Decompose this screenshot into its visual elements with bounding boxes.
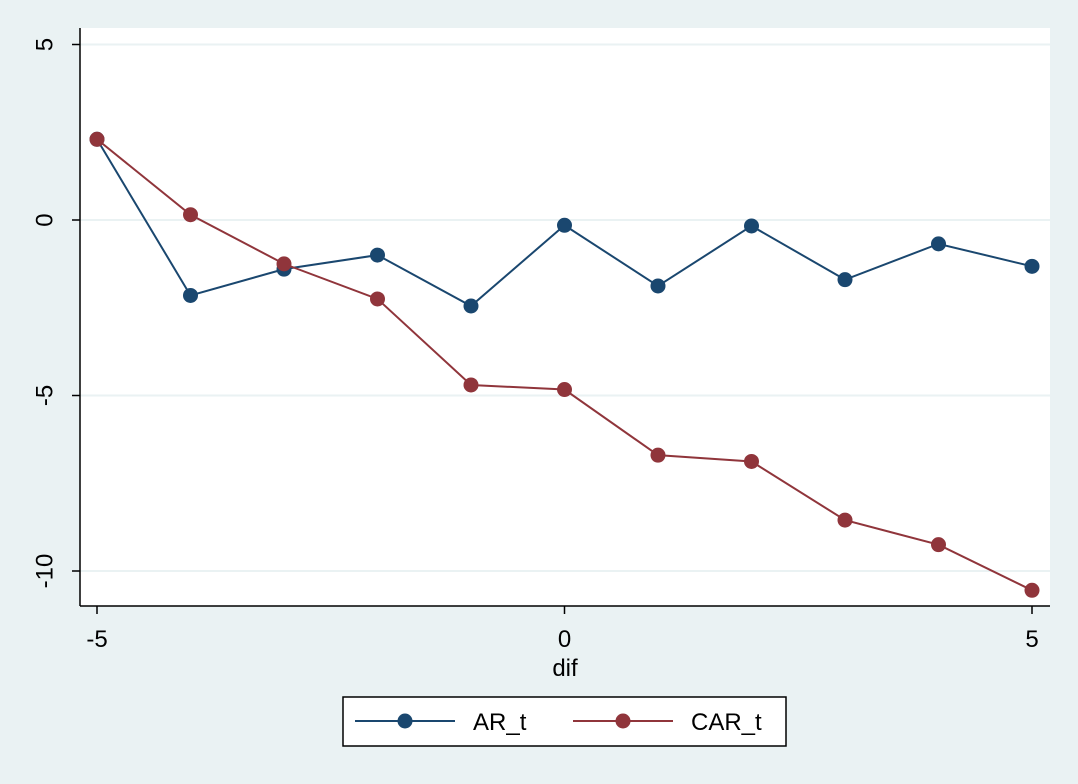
- legend-label: CAR_t: [691, 709, 762, 736]
- x-tick-label: 0: [558, 626, 571, 653]
- legend-item: CAR_t: [573, 709, 762, 736]
- data-point: [1024, 582, 1040, 598]
- data-point: [370, 247, 385, 263]
- x-ticks: -5 0 5: [86, 606, 1039, 653]
- data-point: [89, 131, 105, 147]
- x-tick-label: -5: [86, 626, 107, 653]
- data-point: [557, 382, 572, 398]
- y-tick-label: -10: [31, 554, 58, 589]
- data-point: [650, 447, 666, 463]
- legend-marker: [615, 713, 631, 729]
- data-point: [370, 291, 385, 307]
- legend-label: AR_t: [473, 709, 527, 736]
- x-tick-label: 5: [1025, 626, 1038, 653]
- data-point: [837, 512, 853, 528]
- data-point: [1024, 258, 1040, 274]
- legend-item: AR_t: [355, 709, 527, 736]
- series-CAR_t: [89, 131, 1040, 598]
- data-point: [744, 218, 759, 234]
- data-point: [463, 377, 479, 393]
- data-point: [276, 256, 292, 272]
- y-tick-label: 0: [31, 213, 58, 226]
- y-tick-label: -5: [31, 385, 58, 406]
- y-ticks: 5 0 -5 -10: [31, 38, 80, 589]
- data-point: [183, 287, 198, 303]
- data-point: [837, 272, 853, 288]
- legend: AR_t CAR_t: [342, 696, 787, 747]
- data-point: [183, 207, 198, 223]
- plot-area: [80, 28, 1050, 606]
- y-tick-label: 5: [31, 38, 58, 51]
- x-axis-title: dif: [552, 655, 578, 682]
- data-point: [931, 537, 946, 553]
- data-point: [931, 236, 946, 252]
- data-point: [744, 453, 759, 469]
- legend-marker: [397, 713, 413, 729]
- data-point: [463, 298, 479, 314]
- data-point: [650, 278, 666, 294]
- series-layer: [89, 131, 1040, 598]
- data-point: [557, 217, 572, 233]
